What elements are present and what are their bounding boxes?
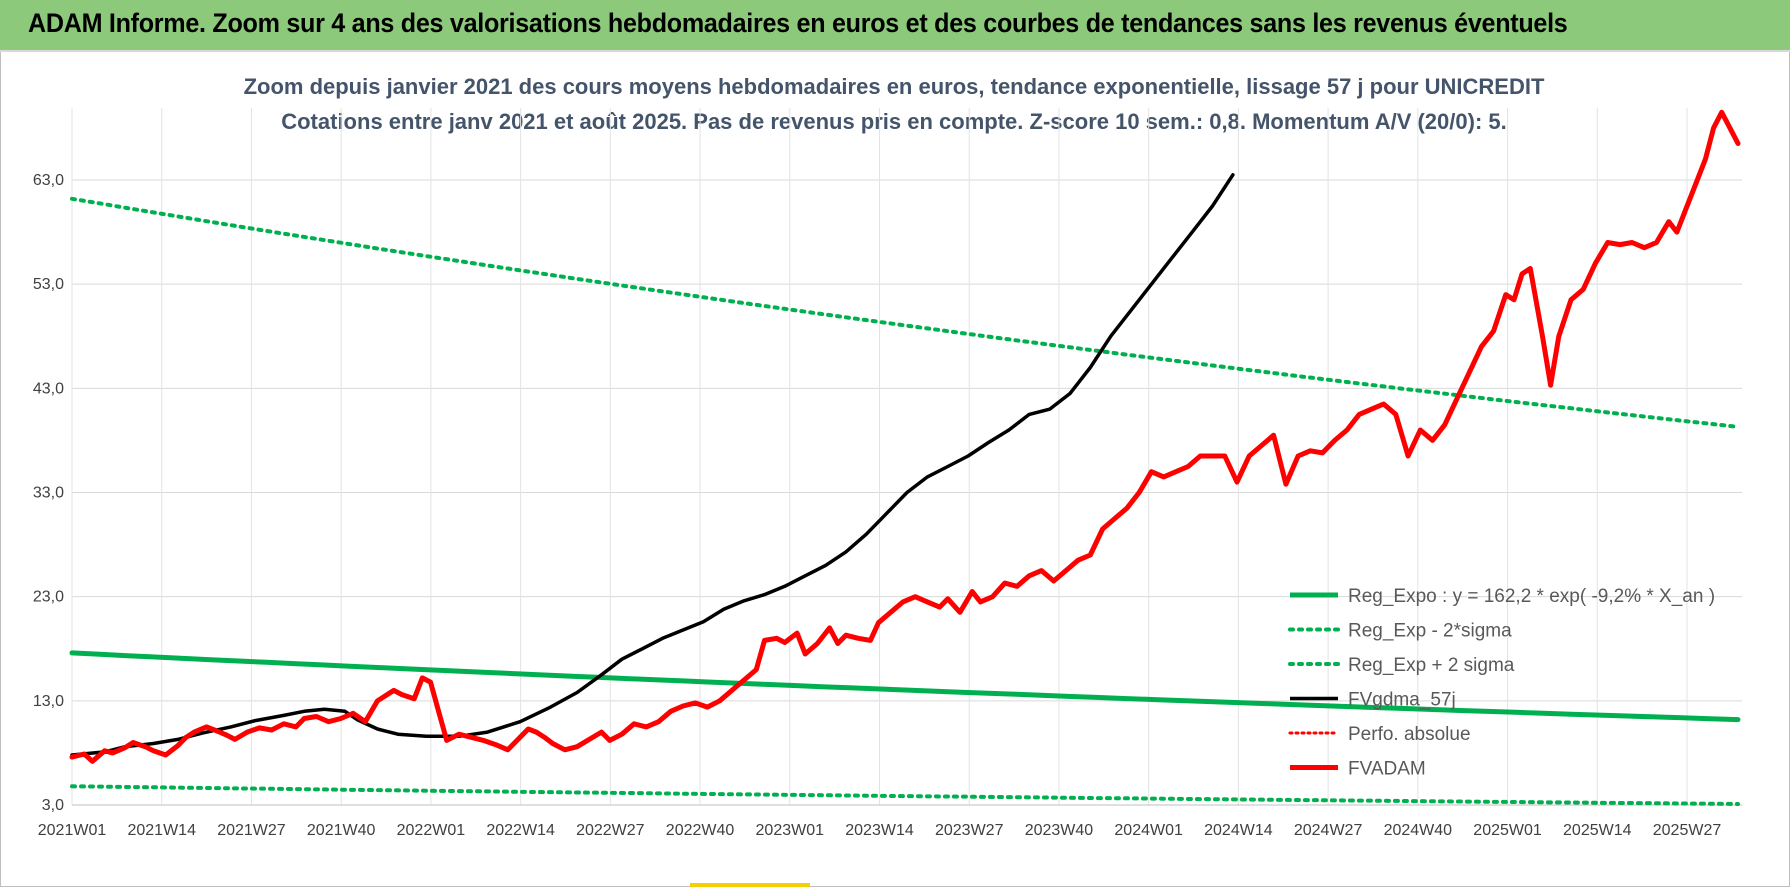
x-tick-label: 2022W01 — [397, 822, 466, 839]
x-tick-label: 2024W01 — [1114, 822, 1183, 839]
axis-ticks: 3,0 13,0 23,0 33,0 43,0 53,0 63,0 2021W01 2021W1… — [33, 172, 1721, 839]
y-tick-label: 33,0 — [33, 485, 64, 502]
y-tick-label: 23,0 — [33, 589, 64, 606]
x-tick-label: 2025W27 — [1653, 822, 1722, 839]
y-tick-label: 3,0 — [42, 797, 64, 814]
x-tick-label: 2024W14 — [1204, 822, 1273, 839]
legend-label: Reg_Expo : y = 162,2 * exp( -9,2% * X_an… — [1348, 586, 1715, 607]
bottom-marker — [690, 883, 810, 887]
legend-label: FVADAM — [1348, 759, 1426, 780]
chart-title-line2: Cotations entre janv 2021 et août 2025. … — [281, 109, 1507, 134]
report-banner: ADAM Informe. Zoom sur 4 ans des valoris… — [0, 0, 1790, 52]
x-tick-label: 2023W27 — [935, 822, 1004, 839]
y-tick-label: 43,0 — [33, 380, 64, 397]
y-tick-label: 63,0 — [33, 172, 64, 189]
legend-label: Reg_Exp - 2*sigma — [1348, 621, 1512, 642]
x-tick-label: 2022W27 — [576, 822, 645, 839]
legend-label: Reg_Exp + 2 sigma — [1348, 655, 1515, 676]
x-tick-label: 2024W40 — [1384, 822, 1453, 839]
series-line-2 — [70, 196, 1740, 429]
x-tick-label: 2022W14 — [486, 822, 555, 839]
legend-label: FVgdma_57j — [1348, 690, 1456, 711]
x-tick-label: 2023W01 — [756, 822, 825, 839]
x-tick-label: 2023W40 — [1025, 822, 1094, 839]
chart-title-line1: Zoom depuis janvier 2021 des cours moyen… — [244, 74, 1545, 99]
x-tick-label: 2021W01 — [38, 822, 107, 839]
x-tick-label: 2021W27 — [217, 822, 286, 839]
series-line-0 — [69, 650, 1741, 723]
x-tick-label: 2022W40 — [666, 822, 735, 839]
x-tick-label: 2025W14 — [1563, 822, 1632, 839]
report-title: ADAM Informe. Zoom sur 4 ans des valoris… — [28, 8, 1568, 38]
series-line-3 — [70, 173, 1235, 757]
x-tick-label: 2021W14 — [127, 822, 196, 839]
y-tick-label: 13,0 — [33, 693, 64, 710]
gridlines — [71, 108, 1742, 806]
x-tick-label: 2023W14 — [845, 822, 914, 839]
y-tick-label: 53,0 — [33, 276, 64, 293]
x-tick-label: 2024W27 — [1294, 822, 1363, 839]
series-lines — [69, 109, 1741, 806]
legend: Reg_Expo : y = 162,2 * exp( -9,2% * X_an… — [1288, 586, 1715, 780]
x-tick-label: 2021W40 — [307, 822, 376, 839]
x-tick-label: 2025W01 — [1473, 822, 1542, 839]
series-line-1 — [70, 784, 1740, 806]
series-line-5 — [69, 109, 1741, 764]
legend-label: Perfo. absolue — [1348, 724, 1471, 745]
